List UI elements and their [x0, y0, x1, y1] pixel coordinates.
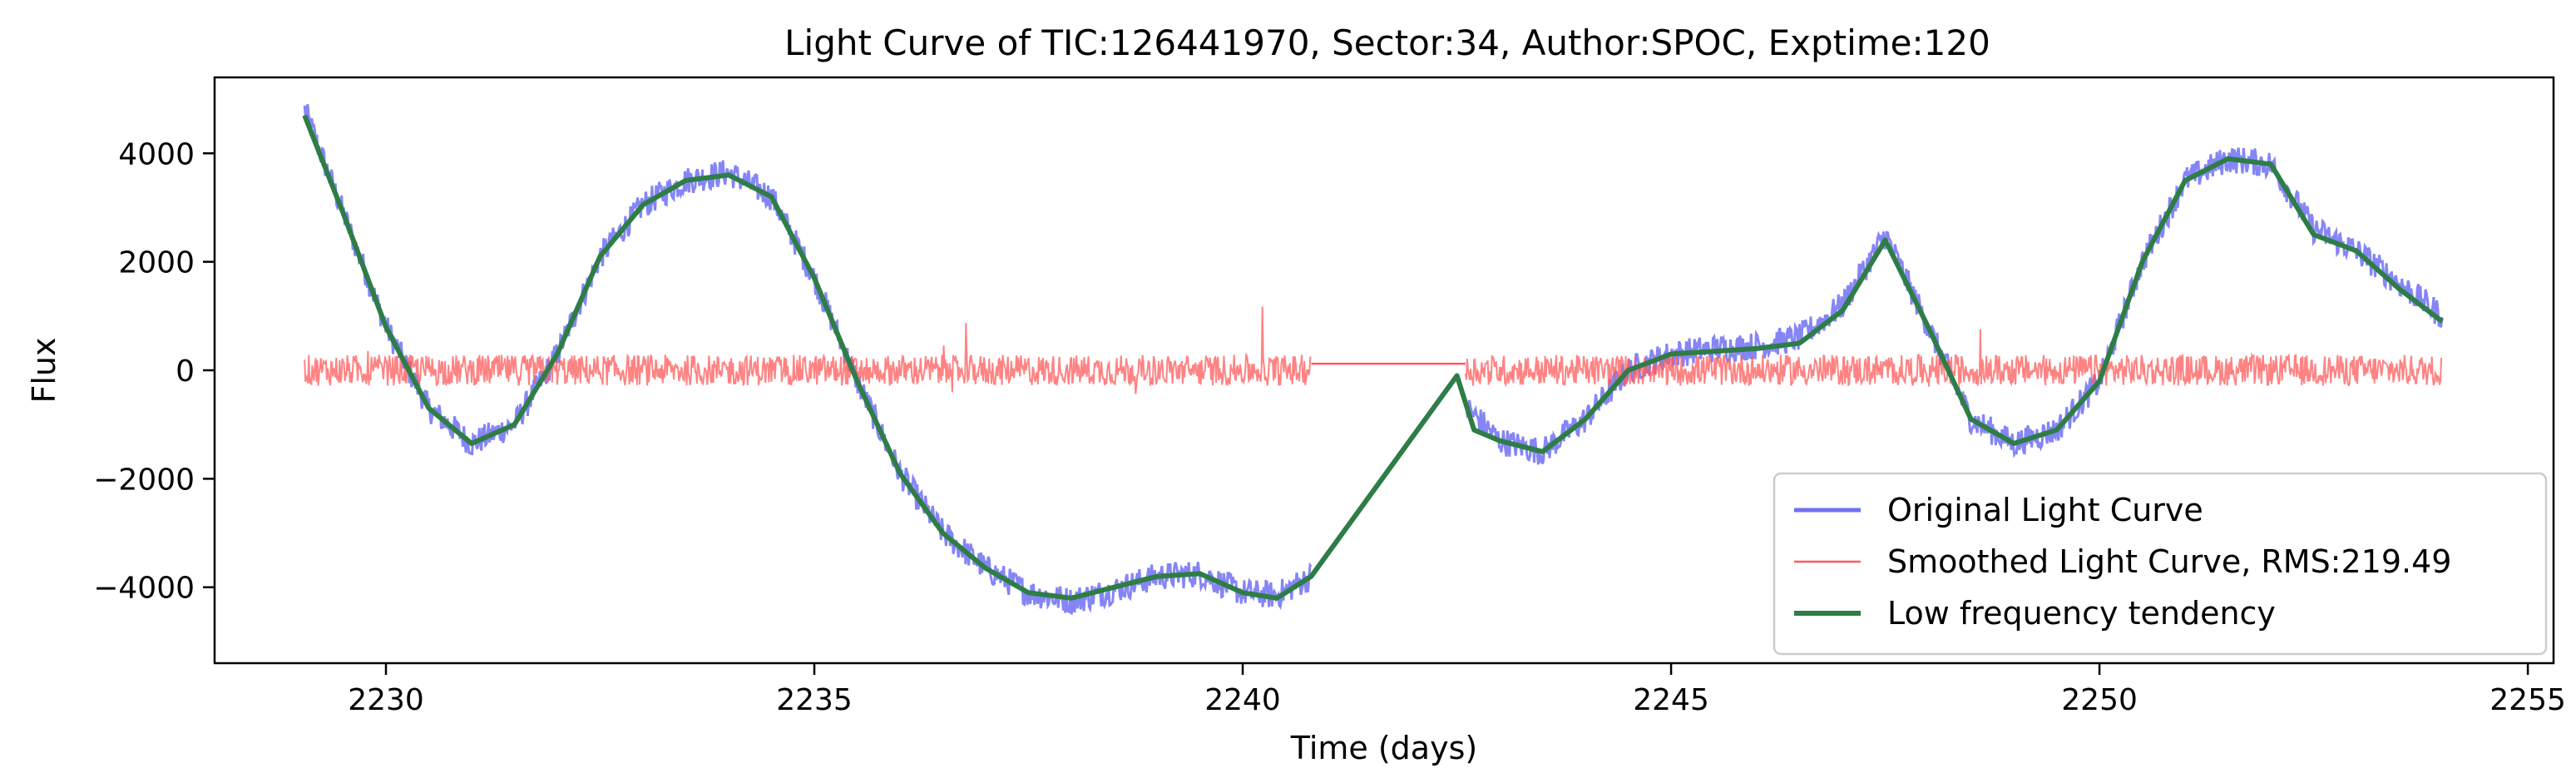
axis-ticks: 2230 2235 2240 2245 2250 2255 4000 2000 0 −2000 −4… [93, 137, 2566, 717]
y-tick-label: 0 [176, 354, 195, 389]
legend-label: Original Light Curve [1887, 492, 2203, 528]
x-tick-label: 2250 [2061, 683, 2138, 717]
x-tick-label: 2255 [2489, 683, 2566, 717]
x-tick-label: 2240 [1204, 683, 1281, 717]
x-tick-label: 2245 [1633, 683, 1709, 717]
y-tick-label: −2000 [93, 463, 195, 497]
legend-box [1773, 472, 2548, 656]
x-tick-label: 2235 [776, 683, 853, 717]
plot-area [302, 103, 2444, 615]
x-axis-label: Time (days) [1290, 730, 1477, 766]
y-tick-label: −4000 [93, 572, 195, 606]
smoothed-light-curve [304, 306, 2443, 394]
low-frequency-tendency [302, 114, 2444, 601]
x-tick-label: 2230 [348, 683, 424, 717]
y-tick-label: 4000 [118, 137, 195, 171]
legend: Original Light Curve Smoothed Light Curve… [1773, 472, 2548, 656]
legend-label: Low frequency tendency [1887, 595, 2276, 632]
y-tick-label: 2000 [118, 246, 195, 280]
chart-title: Light Curve of TIC:126441970, Sector:34,… [784, 22, 1990, 63]
legend-label: Smoothed Light Curve, RMS:219.49 [1887, 543, 2451, 580]
y-axis-label: Flux [26, 338, 62, 404]
